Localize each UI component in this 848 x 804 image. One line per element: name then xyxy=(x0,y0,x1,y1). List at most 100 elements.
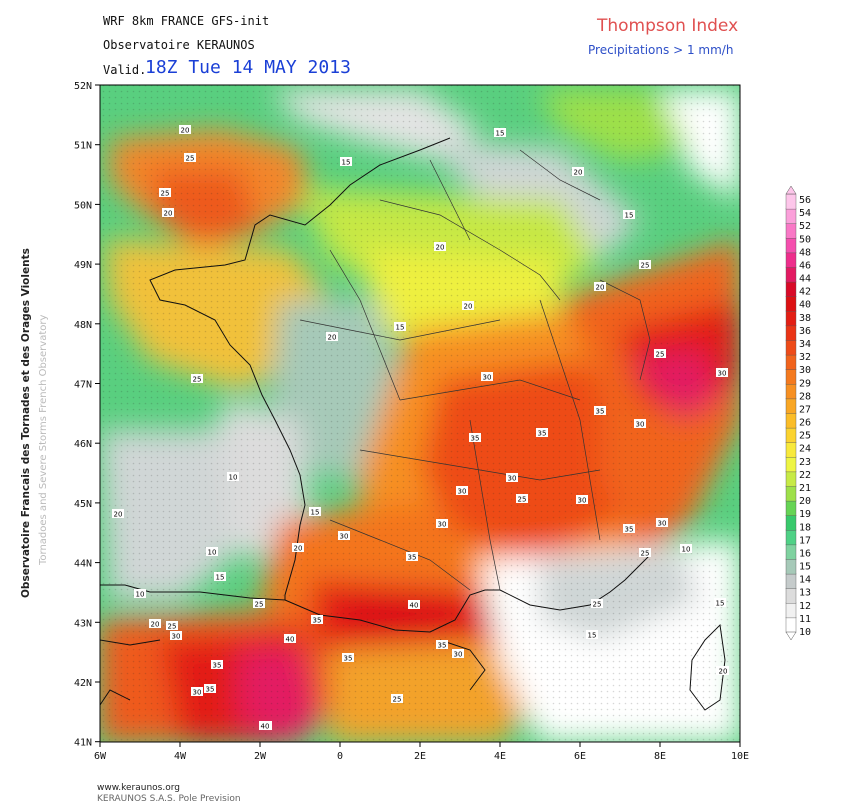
svg-text:20: 20 xyxy=(328,334,337,342)
svg-text:25: 25 xyxy=(186,155,195,163)
contour-label: 15 xyxy=(623,210,635,220)
colorbar-label: 18 xyxy=(799,522,811,533)
svg-text:15: 15 xyxy=(216,574,225,582)
contour-label: 35 xyxy=(536,428,548,438)
colorbar-swatch xyxy=(785,427,797,443)
svg-text:10: 10 xyxy=(208,549,217,557)
lat-label: 41N xyxy=(74,738,92,749)
svg-text:25: 25 xyxy=(641,262,650,270)
colorbar-label: 44 xyxy=(799,274,811,285)
lon-label: 6E xyxy=(574,751,586,762)
contour-label: 30 xyxy=(506,473,518,483)
contour-label: 25 xyxy=(654,349,666,359)
colorbar-swatch xyxy=(785,325,797,341)
colorbar-swatch xyxy=(785,412,797,429)
colorbar-label: 20 xyxy=(799,496,811,507)
lat-label: 47N xyxy=(74,380,92,391)
colorbar-swatch xyxy=(785,193,797,210)
contour-label: 15 xyxy=(214,572,226,582)
svg-text:40: 40 xyxy=(410,602,419,610)
colorbar: 56 54 52 50 48 46 44 42 40 38 36 34 32 30 29 28 27 26 25 24… xyxy=(785,185,811,641)
svg-text:20: 20 xyxy=(464,303,473,311)
colorbar-label: 56 xyxy=(799,195,811,206)
precipitation-note: Precipitations > 1 mm/h xyxy=(588,43,734,57)
colorbar-label: 34 xyxy=(799,339,811,350)
colorbar-swatch xyxy=(785,602,797,619)
colorbar-label: 17 xyxy=(799,535,811,546)
colorbar-bottom-arrow xyxy=(785,631,797,641)
contour-label: 35 xyxy=(342,653,354,663)
svg-text:30: 30 xyxy=(438,521,447,529)
svg-text:25: 25 xyxy=(193,376,202,384)
colorbar-swatch xyxy=(785,544,797,560)
contour-label: 15 xyxy=(714,598,726,608)
colorbar-swatch xyxy=(785,222,797,239)
svg-text:30: 30 xyxy=(172,633,181,641)
svg-text:35: 35 xyxy=(438,642,447,650)
svg-text:10: 10 xyxy=(229,474,238,482)
svg-text:35: 35 xyxy=(344,655,353,663)
colorbar-label: 52 xyxy=(799,221,811,232)
thompson-field xyxy=(100,85,740,742)
contour-label: 20 xyxy=(112,509,124,519)
lon-label: 10E xyxy=(731,751,749,762)
colorbar-label: 54 xyxy=(799,208,811,219)
svg-text:40: 40 xyxy=(261,723,270,731)
contour-label: 30 xyxy=(191,687,203,697)
contour-label: 30 xyxy=(656,518,668,528)
colorbar-label: 12 xyxy=(799,601,811,612)
contour-label: 25 xyxy=(159,188,171,198)
colorbar-swatch xyxy=(785,573,797,589)
svg-text:30: 30 xyxy=(658,520,667,528)
lon-label: 8E xyxy=(654,751,666,762)
contour-label: 20 xyxy=(717,666,729,676)
lon-label: 2E xyxy=(414,751,426,762)
colorbar-swatch xyxy=(785,588,797,604)
svg-text:25: 25 xyxy=(593,601,602,609)
svg-text:20: 20 xyxy=(114,511,123,519)
colorbar-label: 32 xyxy=(799,352,811,363)
lon-label: 6W xyxy=(94,751,107,762)
contour-label: 25 xyxy=(639,260,651,270)
colorbar-swatch xyxy=(785,237,797,254)
footer-url[interactable]: www.keraunos.org xyxy=(97,783,180,793)
lat-label: 50N xyxy=(74,200,92,211)
colorbar-swatch xyxy=(785,471,797,487)
svg-text:10: 10 xyxy=(682,546,691,554)
contour-label: 35 xyxy=(204,684,216,694)
contour-label: 25 xyxy=(191,374,203,384)
colorbar-swatch xyxy=(785,383,797,400)
svg-text:10: 10 xyxy=(136,591,145,599)
svg-text:35: 35 xyxy=(408,554,417,562)
svg-text:35: 35 xyxy=(213,662,222,670)
colorbar-label: 50 xyxy=(799,234,811,245)
colorbar-label: 21 xyxy=(799,483,811,494)
svg-text:15: 15 xyxy=(716,600,725,608)
lat-label: 52N xyxy=(74,81,92,92)
colorbar-swatch xyxy=(785,529,797,546)
svg-text:25: 25 xyxy=(168,623,177,631)
svg-text:25: 25 xyxy=(518,496,527,504)
contour-label: 35 xyxy=(623,524,635,534)
colorbar-label: 19 xyxy=(799,509,811,520)
colorbar-label: 16 xyxy=(799,548,811,559)
colorbar-label: 24 xyxy=(799,444,811,455)
colorbar-swatch xyxy=(785,354,797,370)
contour-label: 20 xyxy=(179,125,191,135)
contour-label: 35 xyxy=(311,615,323,625)
colorbar-label: 42 xyxy=(799,287,811,298)
colorbar-swatch xyxy=(785,485,797,502)
svg-text:25: 25 xyxy=(161,190,170,198)
colorbar-swatch xyxy=(785,398,797,414)
contour-label: 35 xyxy=(469,433,481,443)
svg-text:20: 20 xyxy=(574,169,583,177)
svg-text:25: 25 xyxy=(641,550,650,558)
valid-label: Valid. xyxy=(103,63,147,77)
contour-label: 30 xyxy=(576,495,588,505)
lat-label: 46N xyxy=(74,439,92,450)
region-borders xyxy=(299,149,651,591)
contour-label: 30 xyxy=(452,649,464,659)
colorbar-label: 48 xyxy=(799,247,811,258)
contour-label: 20 xyxy=(434,242,446,252)
lon-label: 2W xyxy=(254,751,267,762)
